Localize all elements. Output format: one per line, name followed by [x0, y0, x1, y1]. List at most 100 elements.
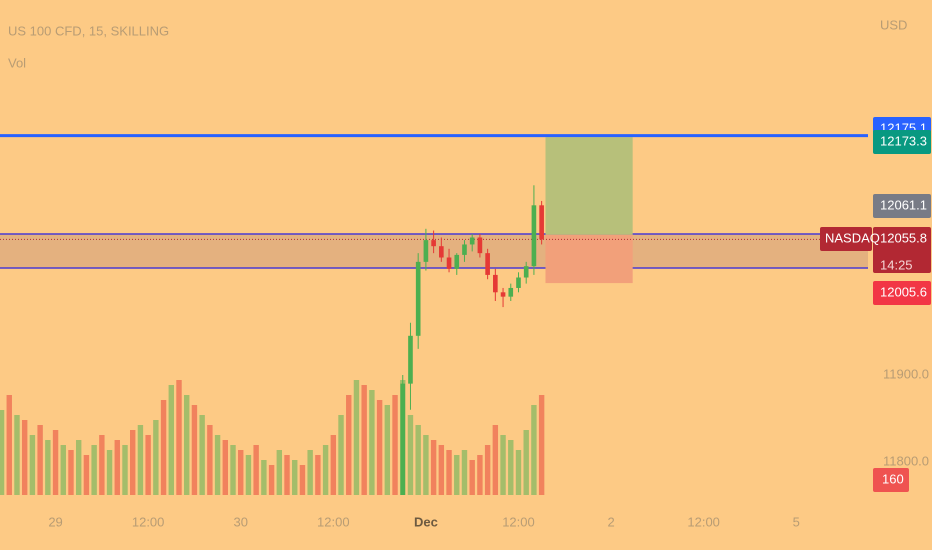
chart-title: US 100 CFD, 15, SKILLING [8, 23, 169, 38]
price-label: 12055.8 [880, 230, 927, 245]
volume-bar [315, 455, 321, 495]
volume-bar [353, 380, 360, 495]
position-loss [545, 234, 633, 284]
volume-bar [477, 455, 483, 495]
volume-bar [261, 460, 267, 495]
countdown: 14:25 [880, 257, 913, 272]
candle-body [462, 244, 467, 255]
candle-body [500, 292, 506, 297]
volume-label: 160 [882, 471, 904, 486]
candle-body [415, 261, 421, 336]
volume-bar [276, 450, 283, 495]
candle-body [539, 205, 544, 240]
y-tick-label: 11800.0 [883, 453, 929, 468]
volume-bar [446, 450, 452, 495]
candle-body [531, 205, 537, 267]
volume-bar [207, 425, 213, 495]
volume-bar [268, 465, 275, 495]
volume-bar [106, 450, 113, 495]
volume-bar [531, 405, 537, 495]
volume-bar [322, 445, 329, 495]
volume-bar [338, 415, 344, 495]
candle-body [454, 254, 460, 269]
x-tick-label: Dec [414, 514, 438, 529]
volume-bar [122, 445, 128, 495]
price-label-box [873, 281, 931, 305]
x-tick-label: 30 [233, 514, 247, 529]
volume-bar [523, 430, 529, 495]
volume-bar [199, 415, 205, 495]
volume-bar [330, 435, 337, 495]
volume-bar [37, 425, 43, 495]
volume-bar [292, 460, 298, 495]
volume-bar [91, 445, 97, 495]
volume-bar [21, 420, 28, 495]
price-label: 12173.3 [880, 133, 927, 148]
volume-bar [307, 450, 313, 495]
volume-bar [245, 455, 252, 495]
volume-bar [230, 445, 236, 495]
volume-bar [492, 425, 499, 495]
volume-bar [284, 455, 290, 495]
volume-bar [469, 460, 475, 495]
volume-bar [153, 420, 159, 495]
volume-bar [515, 450, 522, 495]
candle-body [485, 253, 490, 275]
price-label-box [873, 130, 931, 154]
volume-bar [253, 445, 259, 495]
candle-body [493, 274, 498, 293]
volume-bar [430, 440, 437, 495]
volume-bar [0, 410, 5, 495]
candle-body [408, 335, 413, 384]
candle-body [439, 246, 444, 258]
volume-bar [60, 445, 66, 495]
volume-bar [361, 385, 367, 495]
volume-bar [6, 395, 12, 495]
volume-bar [392, 395, 398, 495]
volume-bar [415, 425, 421, 495]
x-tick-label: 12:00 [132, 514, 165, 529]
candle-body [508, 287, 514, 297]
volume-bar [29, 435, 36, 495]
volume-bar [238, 450, 244, 495]
volume-bar [423, 435, 429, 495]
price-label: 12061.1 [880, 197, 927, 212]
volume-bar [168, 385, 174, 495]
candle-body [446, 257, 452, 269]
symbol-label: NASDAQ [825, 230, 880, 245]
volume-bar [191, 405, 198, 495]
volume-bar [145, 435, 151, 495]
volume-bar [369, 390, 375, 495]
position-profit [545, 137, 633, 235]
volume-bar [184, 395, 190, 495]
volume-label-box [873, 468, 909, 492]
volume-bar [376, 400, 383, 495]
volume-bar [407, 415, 414, 495]
volume-bar [75, 440, 82, 495]
candle-body [516, 277, 521, 288]
candle-body [469, 237, 475, 245]
volume-bar [346, 395, 352, 495]
symbol-label-box [820, 227, 872, 251]
y-tick-label: 11900.0 [883, 366, 929, 381]
volume-bar [484, 445, 491, 495]
x-tick-label: 12:00 [687, 514, 720, 529]
volume-bar [384, 405, 391, 495]
indicator-label: Vol [8, 55, 26, 70]
x-tick-label: 12:00 [317, 514, 350, 529]
volume-bar [45, 440, 51, 495]
currency-label: USD [880, 17, 907, 32]
volume-bar [99, 435, 105, 495]
candle-body [423, 240, 429, 262]
volume-bar [222, 440, 228, 495]
volume-bar [68, 450, 74, 495]
volume-bar [114, 440, 120, 495]
volume-bar [52, 430, 59, 495]
volume-bar [160, 400, 167, 495]
plot-area [0, 134, 868, 495]
x-tick-label: 5 [793, 514, 800, 529]
volume-bar [14, 415, 20, 495]
price-label-box [873, 194, 931, 218]
candle-body [523, 266, 529, 278]
